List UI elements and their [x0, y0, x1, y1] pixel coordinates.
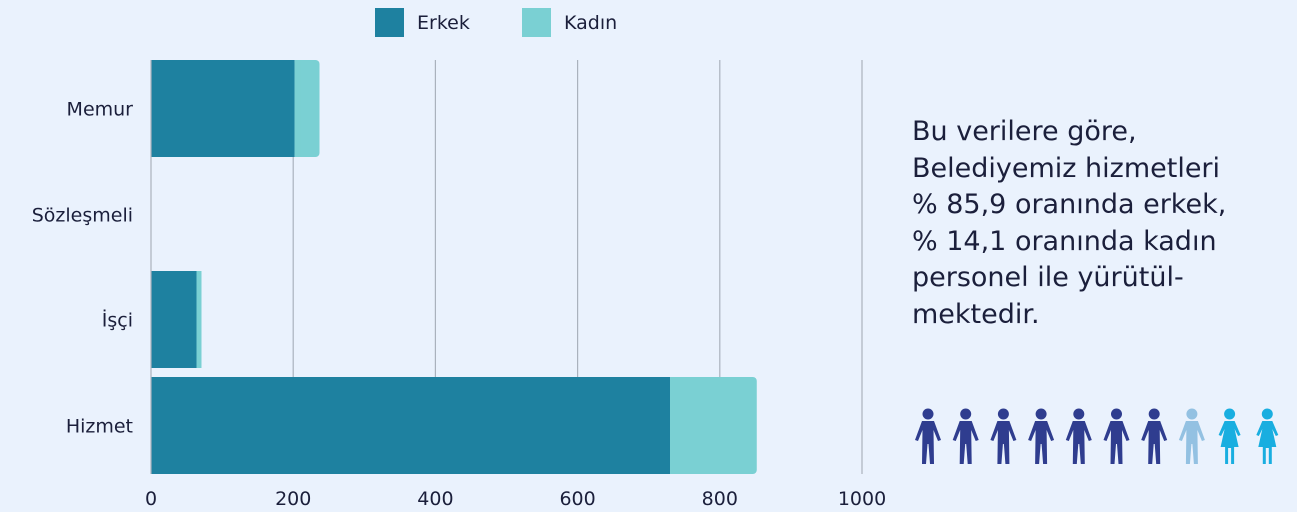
bar-erkek-0 — [151, 60, 295, 157]
x-tick-label: 800 — [702, 488, 738, 510]
person-icon — [1141, 408, 1168, 464]
bar-erkek-3 — [151, 377, 671, 474]
x-tick-label: 200 — [275, 488, 311, 510]
person-icon — [915, 408, 941, 464]
x-tick-label: 0 — [145, 488, 157, 510]
x-tick-label: 1000 — [838, 488, 886, 510]
bar-cap-3 — [670, 377, 677, 474]
summary-text: Bu verilere göre, Belediyemiz hizmetleri… — [912, 116, 1227, 330]
person-icon — [1028, 408, 1055, 464]
person-icon — [1103, 408, 1130, 464]
legend-label: Erkek — [417, 12, 470, 34]
person-icon — [952, 408, 979, 464]
person-icon — [1218, 408, 1241, 464]
bar-cap-0 — [294, 60, 301, 157]
category-label: Hizmet — [66, 416, 133, 438]
person-icon — [1065, 408, 1092, 464]
bar-kadın-3 — [670, 377, 757, 474]
bar-erkek-2 — [151, 271, 197, 368]
bar-kadın-0 — [294, 60, 320, 157]
person-icon — [1256, 408, 1279, 464]
x-tick-label: 400 — [417, 488, 453, 510]
category-label: Sözleşmeli — [32, 205, 133, 227]
person-icon — [990, 408, 1017, 464]
person-icon — [1178, 408, 1205, 464]
x-tick-label: 600 — [559, 488, 595, 510]
legend-swatch-erkek — [375, 8, 404, 37]
category-label: İşçi — [102, 309, 133, 332]
bar-cap-2 — [196, 271, 202, 368]
people-icons-row — [915, 408, 1279, 464]
legend-swatch-kadın — [522, 8, 551, 37]
category-label: Memur — [67, 99, 134, 121]
legend-label: Kadın — [564, 12, 617, 34]
